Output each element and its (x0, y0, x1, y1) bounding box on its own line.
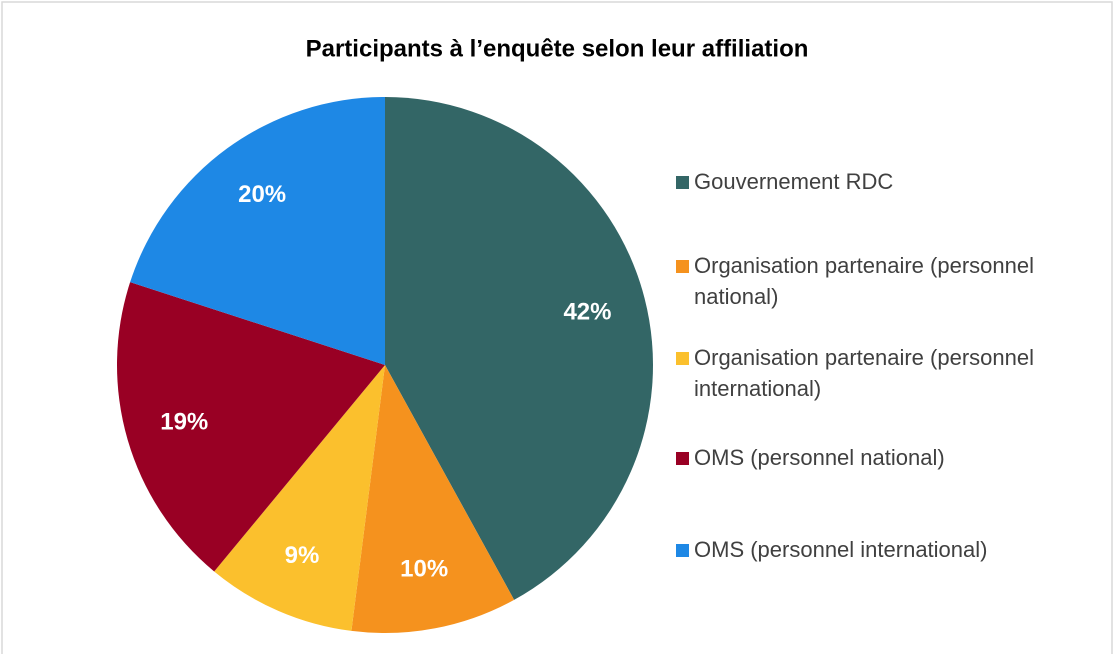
legend-swatch (676, 452, 689, 465)
chart-title: Participants à l’enquête selon leur affi… (306, 35, 809, 62)
legend-label: OMS (personnel international) (694, 537, 988, 562)
pie-slice (130, 97, 385, 365)
legend-item: OMS (personnel international) (676, 534, 1106, 565)
data-label: 20% (238, 181, 286, 208)
legend-swatch (676, 176, 689, 189)
legend-item: Gouvernement RDC (676, 166, 1106, 197)
legend-swatch (676, 260, 689, 273)
legend-item: Organisation partenaire (personnel inter… (676, 342, 1106, 404)
legend-item: OMS (personnel national) (676, 442, 1106, 473)
data-label: 19% (160, 409, 208, 436)
legend-label: Gouvernement RDC (694, 169, 894, 194)
legend-label: Organisation partenaire (personnel inter… (694, 345, 1034, 401)
legend-item: Organisation partenaire (personnel natio… (676, 250, 1106, 312)
pie-slice (116, 282, 385, 572)
data-label: 42% (563, 298, 611, 325)
legend-label: Organisation partenaire (personnel natio… (694, 253, 1034, 309)
legend-label: OMS (personnel national) (694, 445, 945, 470)
data-label: 10% (400, 556, 448, 583)
data-label: 9% (285, 542, 320, 569)
legend-swatch (676, 544, 689, 557)
pie-slice (351, 365, 515, 633)
legend-swatch (676, 352, 689, 365)
pie-slice (214, 365, 385, 631)
pie-slice (385, 97, 653, 600)
